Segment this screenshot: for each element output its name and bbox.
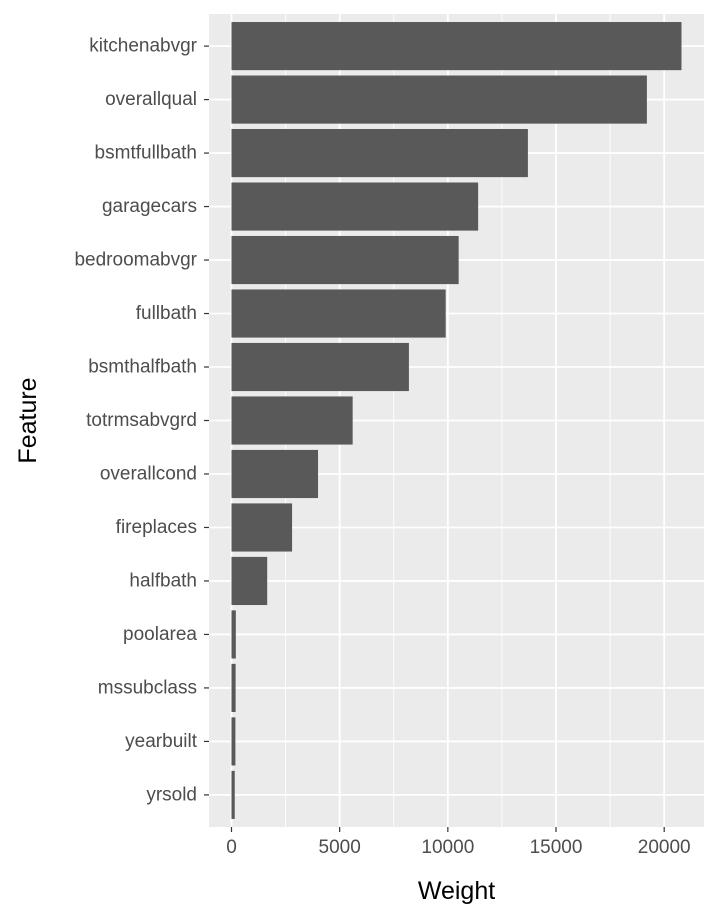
y-tick-label: bsmthalfbath — [88, 357, 197, 378]
x-tick-label: 0 — [226, 837, 237, 858]
x-tick-label: 5000 — [319, 837, 361, 858]
y-axis-title: Feature — [14, 377, 42, 463]
x-tick-label: 15000 — [530, 837, 583, 858]
bar-bedroomabvgr — [231, 235, 459, 285]
bar-garagecars — [231, 182, 479, 231]
x-axis: 0 5000 10000 15000 20000 — [226, 827, 691, 858]
y-tick-label: bedroomabvgr — [74, 250, 197, 271]
bar-poolarea — [231, 610, 236, 659]
y-axis: kitchenabvgr overallqual bsmtfullbath garag… — [74, 36, 209, 805]
bar-halfbath — [231, 556, 268, 606]
y-tick-label: yearbuilt — [125, 731, 198, 752]
x-axis-title: Weight — [418, 877, 495, 905]
bar-fullbath — [231, 289, 446, 338]
x-tick-label: 10000 — [421, 837, 474, 858]
y-tick-label: bsmtfullbath — [95, 143, 197, 164]
x-tick-label: 20000 — [638, 837, 691, 858]
y-tick-label: fireplaces — [116, 517, 197, 538]
bar-overallqual — [231, 75, 647, 124]
bar-mssubclass — [231, 663, 236, 713]
bar-yearbuilt — [231, 717, 236, 766]
bars — [231, 22, 682, 819]
y-tick-label: poolarea — [123, 624, 197, 645]
bar-overallcond — [231, 449, 319, 499]
y-tick-label: overallcond — [100, 463, 197, 484]
bar-totrmsabvgrd — [231, 396, 353, 445]
bar-bsmtfullbath — [231, 128, 528, 178]
y-tick-label: totrmsabvgrd — [86, 410, 197, 431]
y-tick-label: mssubclass — [98, 677, 197, 698]
y-tick-label: kitchenabvgr — [89, 36, 197, 57]
y-tick-label: fullbath — [136, 303, 197, 324]
y-tick-label: yrsold — [146, 784, 197, 805]
y-tick-label: overallqual — [105, 89, 197, 110]
bar-kitchenabvgr — [231, 22, 682, 71]
y-tick-label: garagecars — [102, 196, 197, 217]
y-tick-label: halfbath — [129, 570, 197, 591]
bar-fireplaces — [231, 503, 293, 552]
bar-bsmthalfbath — [231, 342, 409, 392]
bar-yrsold — [231, 770, 235, 819]
